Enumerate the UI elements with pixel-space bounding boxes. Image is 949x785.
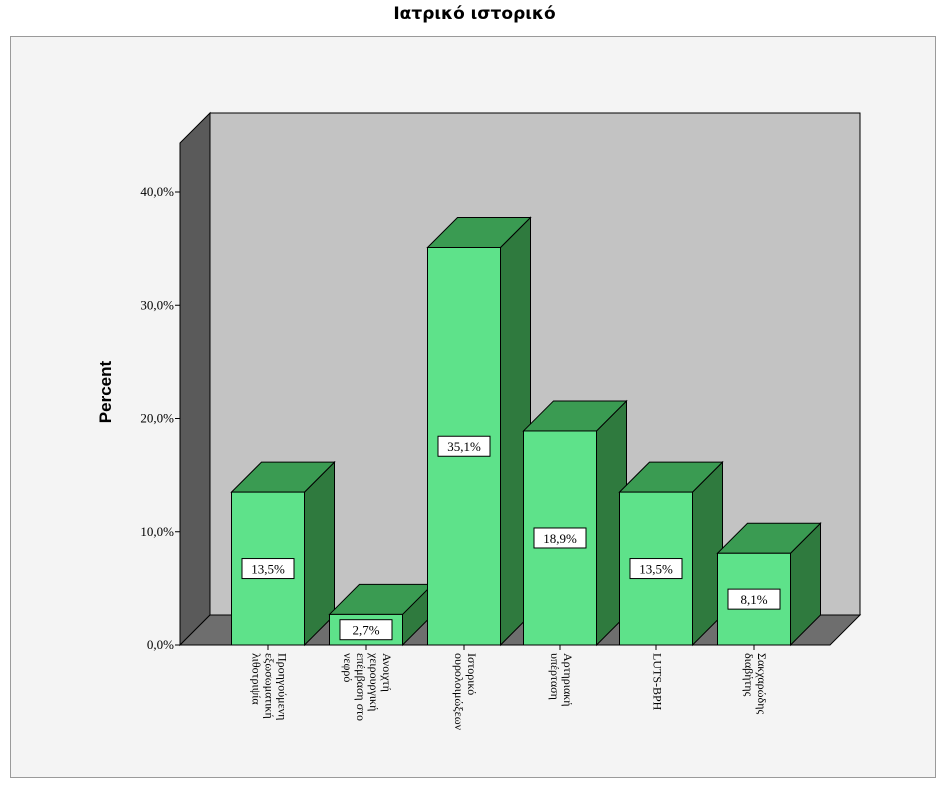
category-label: επέμβαση στο bbox=[354, 653, 368, 721]
left-wall bbox=[179, 111, 211, 647]
category-label: διαβήτης bbox=[742, 653, 756, 697]
category-label: λιθοτριψία bbox=[249, 653, 263, 705]
y-tick-label: 10,0% bbox=[140, 524, 174, 539]
data-label: 2,7% bbox=[352, 623, 379, 638]
data-label-box bbox=[339, 619, 393, 641]
data-label: 8,1% bbox=[740, 592, 767, 607]
y-tick-label: 20,0% bbox=[140, 411, 174, 426]
y-axis-label: Percent bbox=[96, 360, 115, 423]
data-label-box bbox=[533, 527, 587, 549]
y-tick-label: 0,0% bbox=[147, 637, 174, 652]
category-label: Αρτηριακή bbox=[561, 653, 575, 707]
category-label: εξωσωματική bbox=[262, 653, 276, 719]
category-label: υπέρταση bbox=[548, 653, 562, 700]
data-label-box bbox=[437, 435, 491, 457]
category-label: ουρολοιμώξεων bbox=[452, 653, 466, 731]
data-label-box bbox=[727, 588, 781, 610]
data-label: 13,5% bbox=[639, 562, 673, 577]
y-tick-label: 30,0% bbox=[140, 297, 174, 312]
category-label: Προηγούμενη bbox=[275, 653, 289, 720]
data-label: 13,5% bbox=[251, 562, 285, 577]
category-label: νεφρό bbox=[341, 653, 355, 682]
y-tick-label: 40,0% bbox=[140, 184, 174, 199]
data-label-box bbox=[629, 558, 683, 580]
data-label-box bbox=[241, 558, 295, 580]
category-label: Ανοιχτή bbox=[380, 653, 394, 692]
chart-title: Ιατρικό ιστορικό bbox=[393, 4, 556, 24]
category-label: LUTS-BPH bbox=[650, 653, 664, 711]
category-label: Ιστορικό bbox=[465, 653, 479, 695]
category-label: Σακχαρώδης bbox=[755, 653, 769, 714]
data-label: 18,9% bbox=[543, 531, 577, 546]
data-label: 35,1% bbox=[447, 439, 481, 454]
category-label: χειρουργική bbox=[367, 652, 381, 711]
